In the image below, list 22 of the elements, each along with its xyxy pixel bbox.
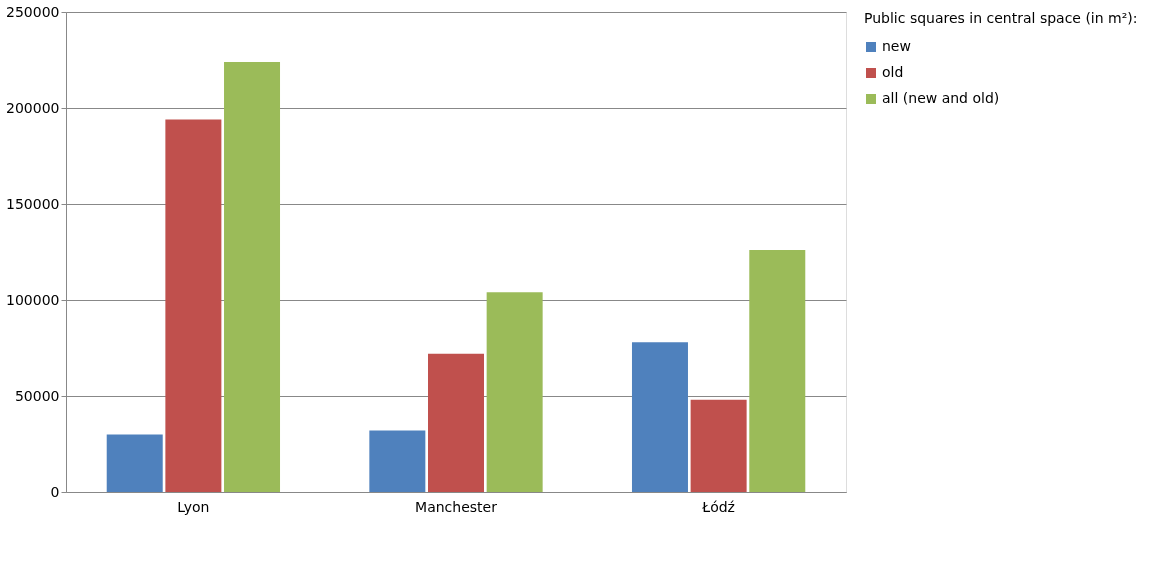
y-tick-label: 100000	[6, 291, 60, 308]
y-tick-label: 200000	[6, 99, 60, 116]
bar	[224, 61, 281, 492]
x-tick-label: Lyon	[177, 498, 210, 515]
y-tick-label: 0	[50, 483, 60, 500]
bar	[106, 434, 163, 492]
bar	[749, 250, 806, 492]
bar	[690, 399, 747, 492]
legend-label: old	[882, 64, 904, 80]
x-tick-label: Łódź	[701, 498, 735, 515]
x-tick-label: Manchester	[415, 498, 498, 515]
bar	[369, 430, 426, 492]
legend-label: new	[882, 38, 911, 54]
bar	[486, 292, 543, 492]
bar	[165, 119, 222, 492]
y-tick-label: 150000	[6, 195, 60, 212]
y-tick-label: 250000	[6, 3, 60, 20]
bar	[631, 342, 688, 492]
legend-label: all (new and old)	[882, 90, 1000, 106]
y-tick-label: 50000	[14, 387, 60, 404]
legend-title: Public squares in central space (in m²):	[864, 10, 1138, 26]
bar	[428, 353, 484, 492]
